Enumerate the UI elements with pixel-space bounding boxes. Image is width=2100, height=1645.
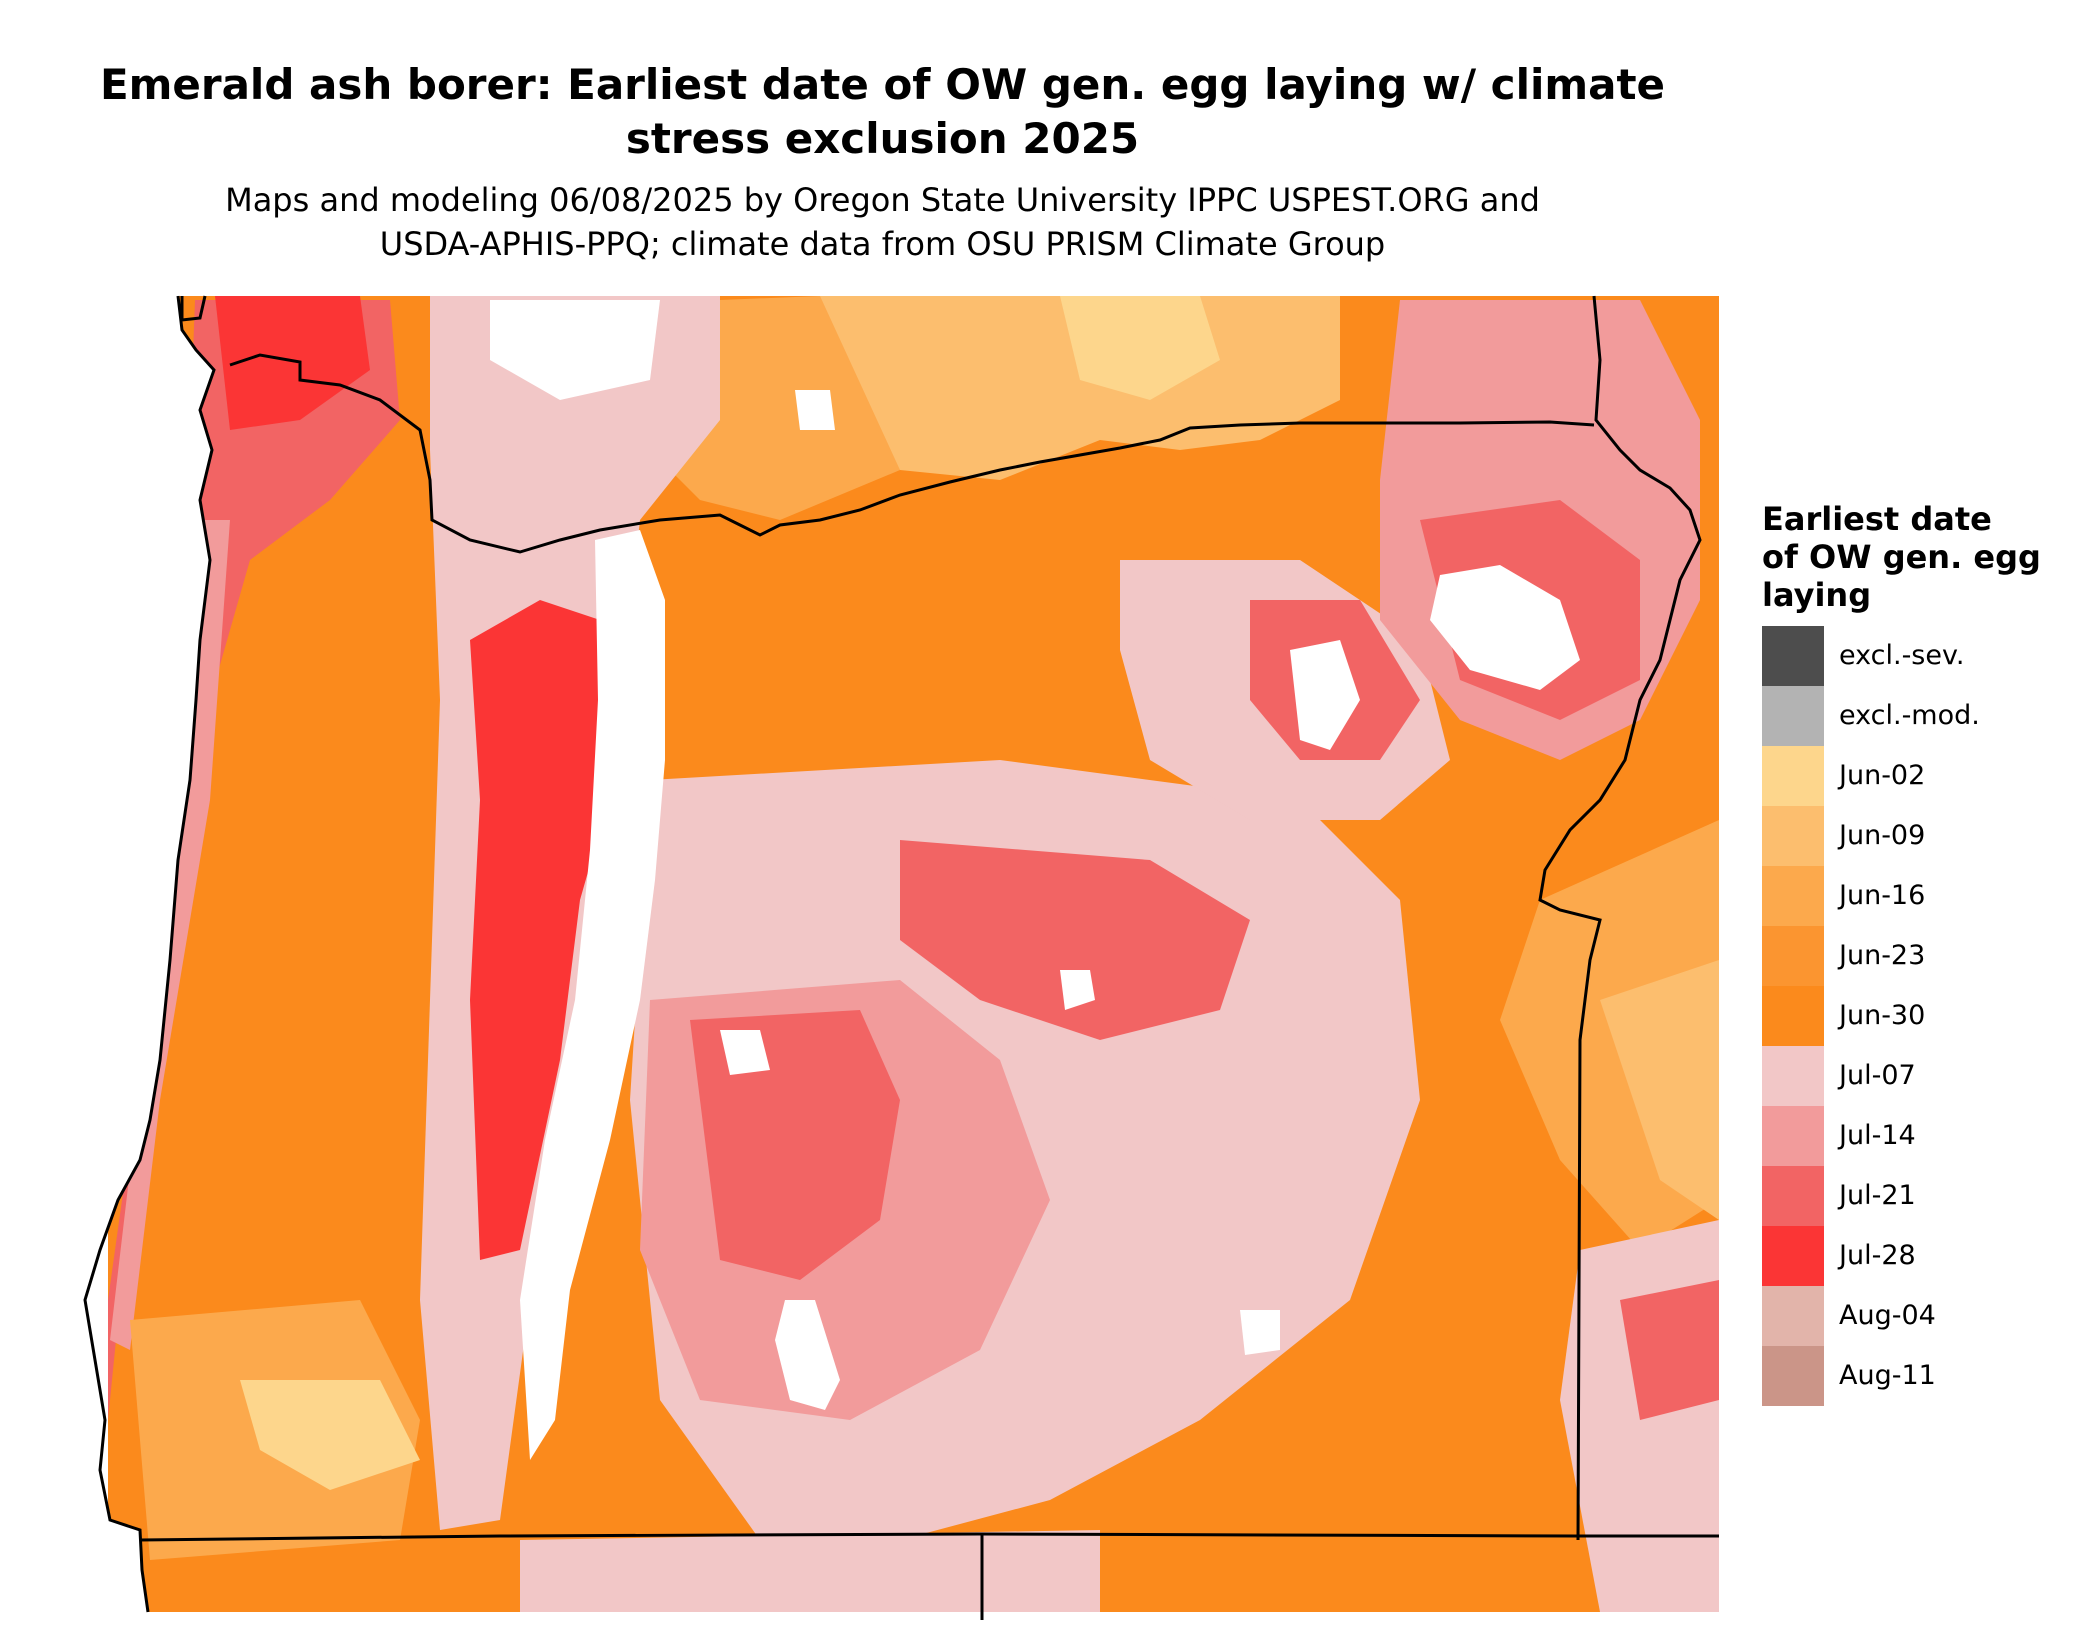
legend-swatch	[1762, 926, 1824, 986]
legend-item: Jun-30	[1762, 986, 2092, 1046]
columbia-river-border	[229, 353, 1595, 554]
legend-title-line-1: Earliest date	[1762, 500, 1992, 538]
snake-river-border	[1538, 295, 1702, 1541]
legend-swatch	[1762, 866, 1824, 926]
raster-nodata-north-2	[795, 390, 835, 430]
raster-ridge-jul21	[900, 840, 1250, 1040]
coastline	[83, 295, 216, 1613]
map-raster	[108, 296, 1719, 1612]
map-subtitle: Maps and modeling 06/08/2025 by Oregon S…	[0, 178, 1765, 266]
title-line-1: Emerald ash borer: Earliest date of OW g…	[99, 60, 1666, 109]
legend-label: Jun-09	[1839, 820, 1926, 851]
legend-item: Jul-21	[1762, 1166, 2092, 1226]
raster-nodata-central-5	[1240, 1310, 1280, 1355]
legend-swatch	[1762, 1226, 1824, 1286]
legend-item: excl.-mod.	[1762, 686, 2092, 746]
legend-label: Jul-21	[1839, 1180, 1916, 1211]
legend-item: Jun-09	[1762, 806, 2092, 866]
legend-label: Jul-14	[1839, 1120, 1916, 1151]
legend-item: Jun-23	[1762, 926, 2092, 986]
legend-label: excl.-mod.	[1839, 700, 1980, 731]
legend-title: Earliest date of OW gen. egg laying	[1762, 500, 2092, 614]
subtitle-line-2: USDA-APHIS-PPQ; climate data from OSU PR…	[379, 225, 1386, 263]
legend-title-line-3: laying	[1762, 576, 1872, 614]
panel-mask-bottom	[0, 1612, 1765, 1645]
legend-swatch	[1762, 626, 1824, 686]
map-title: Emerald ash borer: Earliest date of OW g…	[0, 58, 1765, 166]
washington-edge	[180, 295, 207, 322]
raster-nodata-central-3	[1060, 970, 1095, 1010]
legend-swatch	[1762, 986, 1824, 1046]
state-borders	[83, 295, 1719, 1620]
legend-label: Jun-02	[1839, 760, 1926, 791]
legend-label: excl.-sev.	[1839, 640, 1965, 671]
legend-swatch	[1762, 746, 1824, 806]
legend-swatch	[1762, 1286, 1824, 1346]
raster-southwest-jun02	[240, 1380, 420, 1490]
raster-core-jun02	[1060, 296, 1220, 400]
legend-label: Aug-11	[1839, 1360, 1936, 1391]
raster-nodata-north-1	[490, 300, 660, 400]
raster-nodata-cascade-crest	[520, 530, 665, 1460]
legend-label: Jun-30	[1839, 1000, 1926, 1031]
legend-item: Jul-14	[1762, 1106, 2092, 1166]
raster-central-jul21	[690, 1010, 900, 1280]
legend-title-line-2: of OW gen. egg	[1762, 538, 2041, 576]
legend-item: Jul-07	[1762, 1046, 2092, 1106]
legend-label: Jun-16	[1839, 880, 1926, 911]
raster-cascades-jul28	[470, 600, 620, 1260]
legend-swatch	[1762, 1106, 1824, 1166]
raster-nodata-blue-mtns	[1430, 565, 1580, 690]
raster-nodata-central-2	[775, 1300, 840, 1410]
raster-southeast-jun09	[1600, 960, 1719, 1220]
california-nevada-border	[139, 1532, 1579, 1542]
legend-item: excl.-sev.	[1762, 626, 2092, 686]
legend-swatch	[1762, 1046, 1824, 1106]
legend-label: Jun-23	[1839, 940, 1926, 971]
raster-nodata-central-4	[720, 1030, 770, 1075]
panel-mask-right	[1719, 290, 1765, 1645]
legend-item: Jul-28	[1762, 1226, 2092, 1286]
legend-swatch	[1762, 1346, 1824, 1406]
legend-item: Aug-04	[1762, 1286, 2092, 1346]
legend-label: Aug-04	[1839, 1300, 1936, 1331]
legend-swatch	[1762, 806, 1824, 866]
title-line-2: stress exclusion 2025	[625, 114, 1140, 163]
raster-nodata-central-1	[1290, 640, 1360, 750]
legend-swatch	[1762, 1166, 1824, 1226]
legend-swatch	[1762, 686, 1824, 746]
legend-label: Jul-07	[1839, 1060, 1916, 1091]
legend-label: Jul-28	[1839, 1240, 1916, 1271]
legend-item: Aug-11	[1762, 1346, 2092, 1406]
legend-item: Jun-16	[1762, 866, 2092, 926]
raster-owyhee-jul21	[1620, 1280, 1719, 1420]
raster-northwest-jul28	[215, 296, 370, 430]
raster-plateau-jun16	[640, 296, 900, 520]
subtitle-line-1: Maps and modeling 06/08/2025 by Oregon S…	[225, 181, 1540, 219]
ocean-mask	[0, 296, 214, 1612]
legend-item: Jun-02	[1762, 746, 2092, 806]
raster-south-edge-jul07	[520, 1530, 1100, 1612]
oregon-map	[0, 290, 1765, 1645]
